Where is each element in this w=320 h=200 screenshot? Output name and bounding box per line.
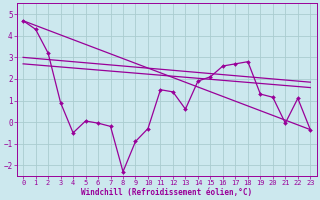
X-axis label: Windchill (Refroidissement éolien,°C): Windchill (Refroidissement éolien,°C) — [81, 188, 252, 197]
